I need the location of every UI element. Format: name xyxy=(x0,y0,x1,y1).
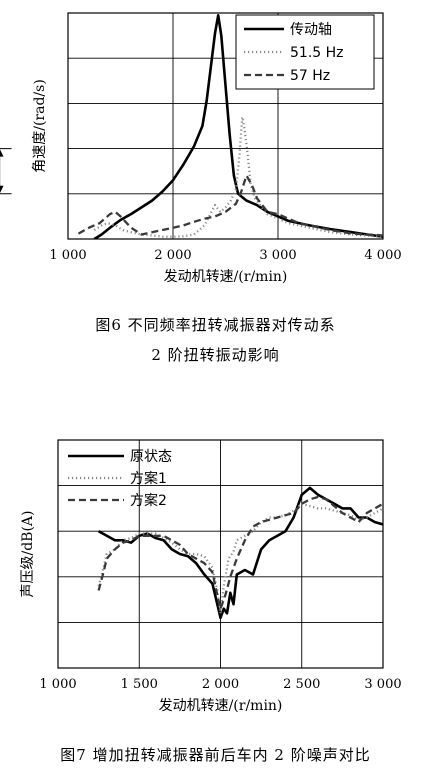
series-line-2 xyxy=(93,115,383,238)
x-tick-label: 3 000 xyxy=(364,677,401,692)
x-tick-label: 2 000 xyxy=(154,248,191,263)
figure-7-caption: 图7 增加扭转减振器前后车内 2 阶噪声对比 xyxy=(60,746,371,764)
x-tick-label: 1 500 xyxy=(121,677,158,692)
figure-6-chart: 1 000 2 000 3 000 4 000 发动机转速/(r/min) 角速度/(ra… xyxy=(0,12,402,285)
legend-label-3: 方案2 xyxy=(130,492,167,509)
series-line-1 xyxy=(93,14,383,239)
scale-bar-arrow-down xyxy=(0,185,4,193)
x-axis-label: 发动机转速/(r/min) xyxy=(159,698,283,714)
legend-label-1: 传动轴 xyxy=(290,22,332,38)
legend-label-2: 方案1 xyxy=(130,470,167,487)
x-tick-label: 2 000 xyxy=(202,677,239,692)
series-line-1 xyxy=(97,486,383,620)
legend-label-1: 原状态 xyxy=(130,449,172,465)
legend-label-2: 51.5 Hz xyxy=(290,45,344,61)
figure-6-caption-line1: 图6 不同频率扭转减振器对传动系 xyxy=(95,316,336,334)
legend-box xyxy=(235,14,375,90)
x-tick-label: 4 000 xyxy=(364,248,401,263)
figure-7-chart: 1 000 1 500 2 000 2 500 3 000 发动机转速/(r/min) 声压… xyxy=(20,439,402,714)
scale-bar-arrow-up xyxy=(0,149,4,157)
x-tick-label: 3 000 xyxy=(259,248,296,263)
x-tick-label: 1 000 xyxy=(39,677,76,692)
series-line-3 xyxy=(97,495,383,610)
y-axis-label: 角速度/(rad/s) xyxy=(32,79,48,173)
x-tick-label: 1 000 xyxy=(49,248,86,263)
series-line-2 xyxy=(97,502,383,615)
series-line-3 xyxy=(77,174,383,237)
figure-6-caption-line2: 2 阶扭转振动影响 xyxy=(151,346,280,364)
y-axis-label: 声压级/dB(A) xyxy=(20,510,36,597)
legend-label-3: 57 Hz xyxy=(290,68,330,84)
x-tick-label: 2 500 xyxy=(283,677,320,692)
x-axis-label: 发动机转速/(r/min) xyxy=(164,269,288,285)
